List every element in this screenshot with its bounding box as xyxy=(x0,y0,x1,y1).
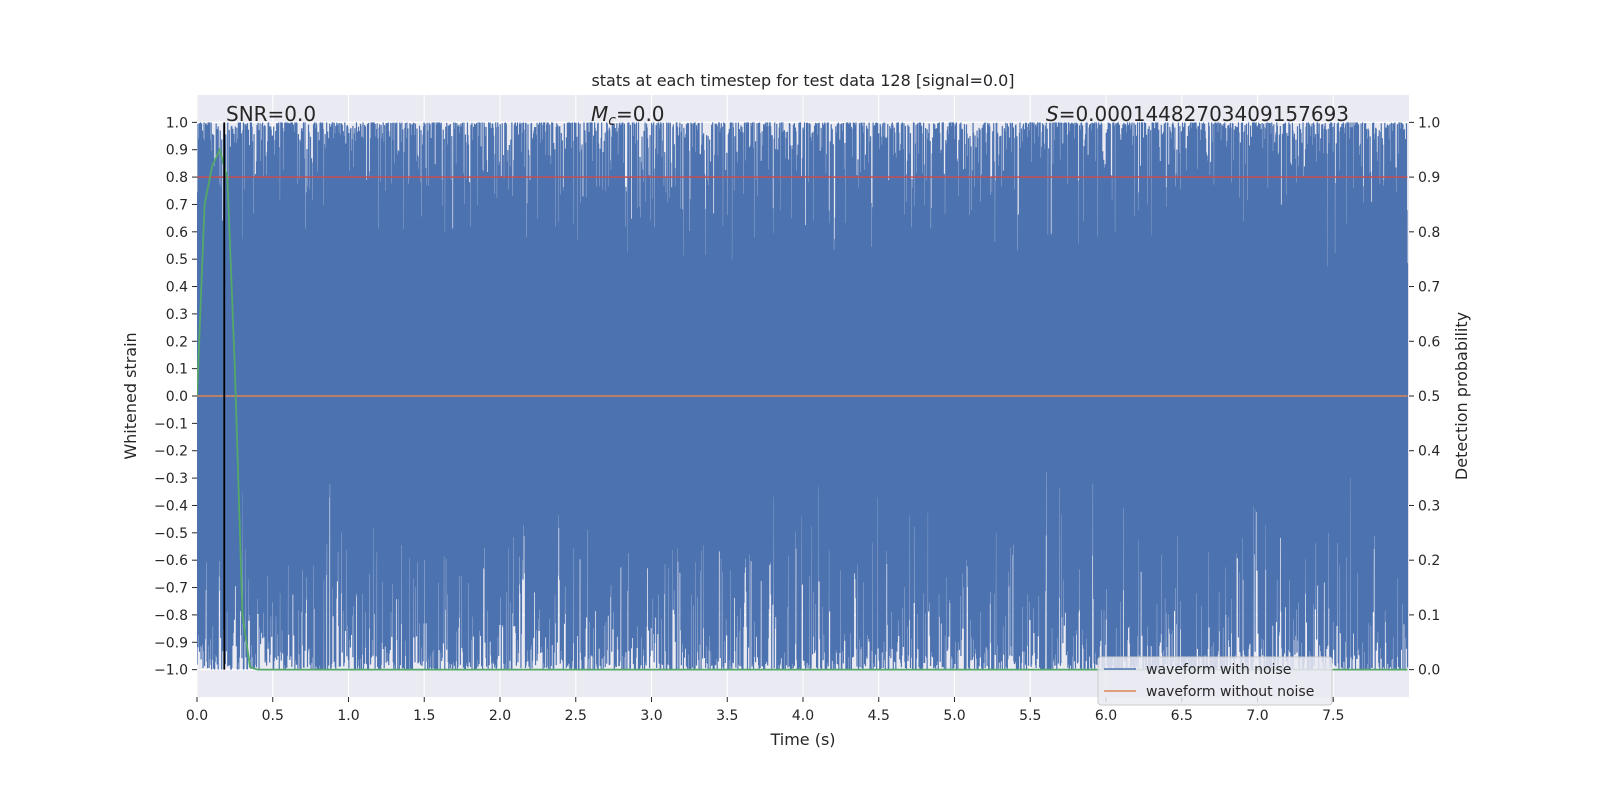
y-tick-label: −0.7 xyxy=(154,581,188,597)
y-tick-label: −0.5 xyxy=(154,526,188,542)
y-tick-label: 0.1 xyxy=(166,362,188,378)
x-tick-label: 3.0 xyxy=(640,708,662,724)
y-tick-label: 0.0 xyxy=(166,389,188,405)
mc-symbol: M xyxy=(591,102,608,126)
legend-box xyxy=(1097,656,1333,706)
x-tick-label: 6.0 xyxy=(1095,708,1117,724)
y-tick-label: −0.2 xyxy=(154,444,188,460)
x-tick-label: 4.5 xyxy=(868,708,890,724)
legend: waveform with noise waveform without noi… xyxy=(1097,656,1333,706)
legend-label-clean: waveform without noise xyxy=(1146,684,1314,700)
y-tick-label: 0.9 xyxy=(166,143,188,159)
y2-tick-label: 0.1 xyxy=(1418,608,1440,624)
x-tick-label: 1.0 xyxy=(337,708,359,724)
chart-title: stats at each timestep for test data 128… xyxy=(591,71,1014,90)
y-tick-label: 0.5 xyxy=(166,252,188,268)
y-tick-label: −1.0 xyxy=(154,663,188,679)
x-tick-label: 6.5 xyxy=(1171,708,1193,724)
x-tick-label: 7.0 xyxy=(1246,708,1268,724)
mc-subscript: c xyxy=(608,113,616,129)
x-tick-label: 5.0 xyxy=(943,708,965,724)
x-tick-label: 3.5 xyxy=(716,708,738,724)
y2-tick-label: 0.9 xyxy=(1418,170,1440,186)
y-tick-label: −0.6 xyxy=(154,553,188,569)
y-tick-label: 0.7 xyxy=(166,197,188,213)
x-tick-label: 0.5 xyxy=(262,708,284,724)
s-symbol: S xyxy=(1046,102,1059,126)
mc-annotation: Mc=0.0 xyxy=(591,102,665,129)
x-tick-label: 5.5 xyxy=(1019,708,1041,724)
y2-tick-label: 0.8 xyxy=(1418,225,1440,241)
y2-tick-label: 0.5 xyxy=(1418,389,1440,405)
y2-tick-label: 0.3 xyxy=(1418,498,1440,514)
x-axis-label: Time (s) xyxy=(769,730,835,749)
y-tick-label: 1.0 xyxy=(166,115,188,131)
x-tick-label: 7.5 xyxy=(1322,708,1344,724)
y-axis-label: Whitened strain xyxy=(121,332,140,459)
y2-tick-label: 0.4 xyxy=(1418,444,1440,460)
s-annotation: S=0.00014482703409157693 xyxy=(1046,102,1349,126)
mc-value: =0.0 xyxy=(616,102,665,126)
y-tick-label: −0.8 xyxy=(154,608,188,624)
y2-tick-label: 0.7 xyxy=(1418,280,1440,296)
x-axis-ticks: 0.0 0.5 1.0 1.5 2.0 2.5 3.0 3.5 4.0 4.5 5.0 5.5 6.0 6… xyxy=(186,697,1344,724)
snr-annotation: SNR=0.0 xyxy=(226,102,316,126)
y2-tick-label: 1.0 xyxy=(1418,115,1440,131)
s-value: =0.00014482703409157693 xyxy=(1059,102,1349,126)
y-tick-label: −0.3 xyxy=(154,471,188,487)
legend-label-noise: waveform with noise xyxy=(1146,662,1291,678)
y-tick-label: −0.4 xyxy=(154,498,188,514)
waveform-with-noise-line xyxy=(197,122,1409,670)
x-tick-label: 4.0 xyxy=(792,708,814,724)
series-waveform-with-noise xyxy=(197,122,1409,670)
y-tick-label: −0.1 xyxy=(154,416,188,432)
y-tick-label: 0.2 xyxy=(166,334,188,350)
y2-tick-label: 0.0 xyxy=(1418,663,1440,679)
y2-axis-ticks: 1.0 0.9 0.8 0.7 0.6 0.5 0.4 0.3 0.2 0.1 0.0 xyxy=(1409,115,1440,679)
x-tick-label: 1.5 xyxy=(413,708,435,724)
y-tick-label: 0.4 xyxy=(166,280,188,296)
x-tick-label: 2.5 xyxy=(565,708,587,724)
y-tick-label: 0.8 xyxy=(166,170,188,186)
y-tick-label: 0.6 xyxy=(166,225,188,241)
y2-tick-label: 0.2 xyxy=(1418,553,1440,569)
y2-tick-label: 0.6 xyxy=(1418,334,1440,350)
y-axis-ticks: 1.0 0.9 0.8 0.7 0.6 0.5 0.4 0.3 0.2 0.1 0.0 −0.1 −0.… xyxy=(154,115,197,679)
y-tick-label: 0.3 xyxy=(166,307,188,323)
y-tick-label: −0.9 xyxy=(154,635,188,651)
series-lines xyxy=(197,122,1408,671)
y2-axis-label: Detection probability xyxy=(1452,312,1471,480)
x-tick-label: 0.0 xyxy=(186,708,208,724)
x-tick-label: 2.0 xyxy=(489,708,511,724)
detection-probability-line xyxy=(197,147,1408,671)
